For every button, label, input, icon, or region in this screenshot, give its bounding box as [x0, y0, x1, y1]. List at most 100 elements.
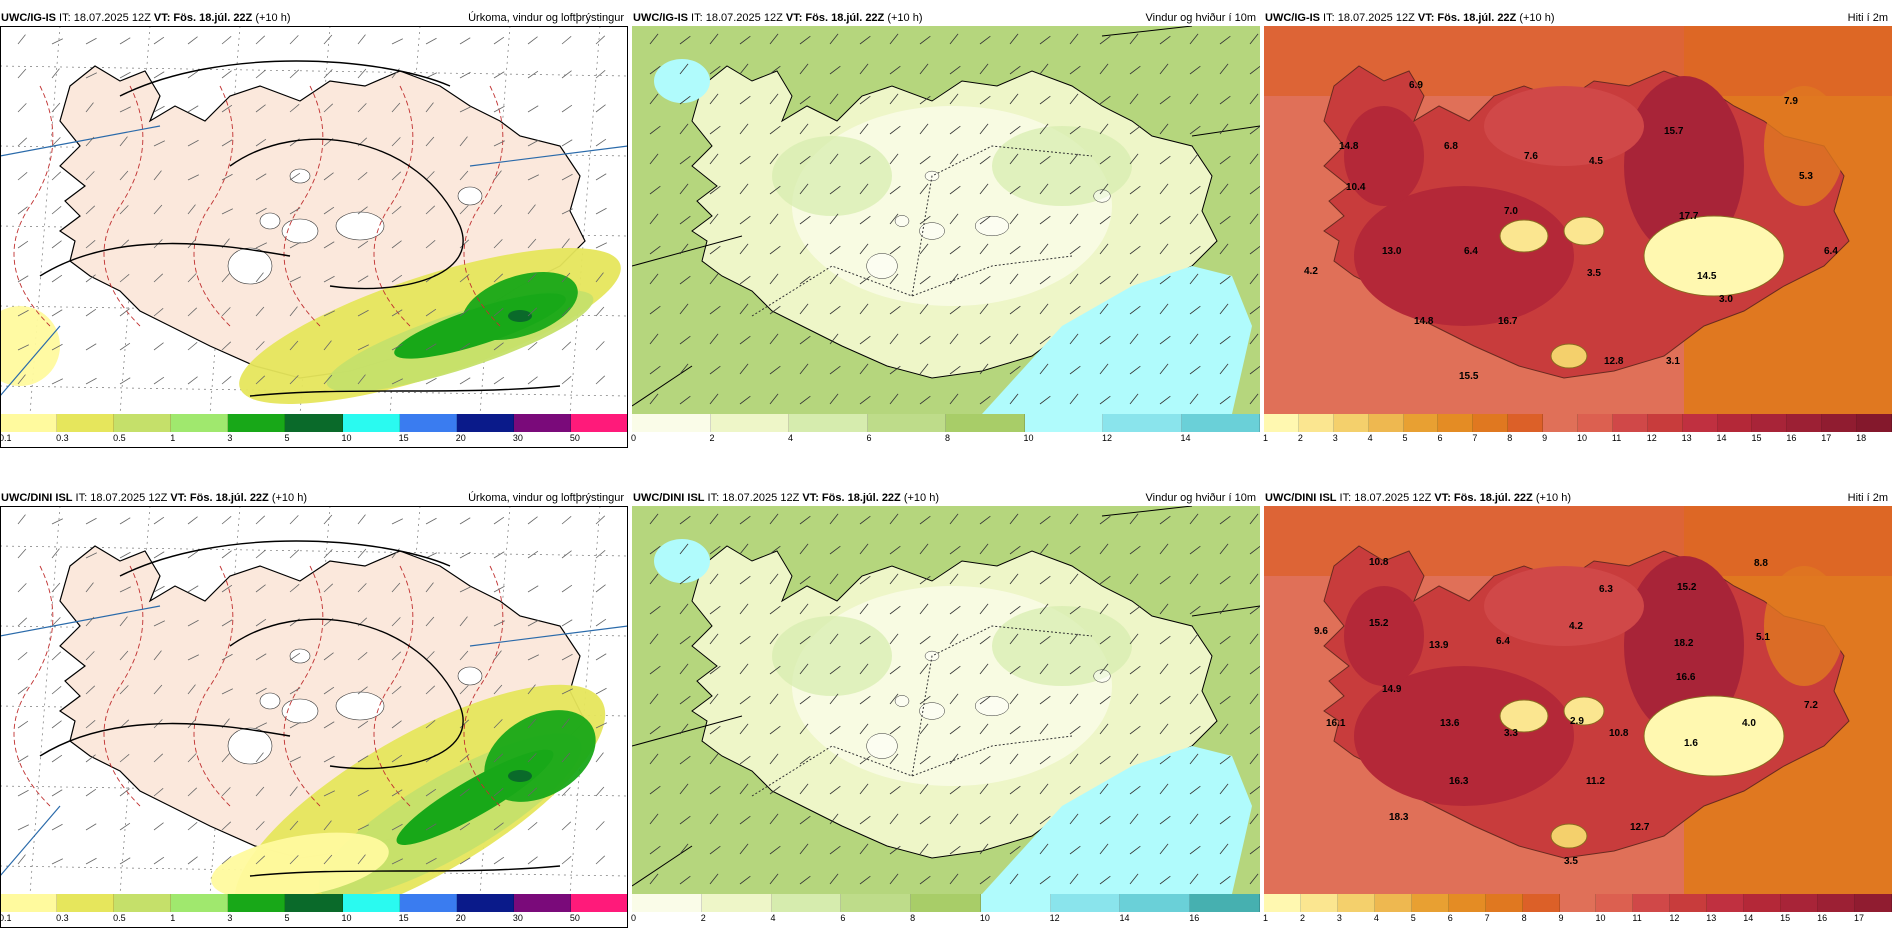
- color-legend: 0.1 0.3 0.5 1 3 5 10 15 20 30 50: [0, 894, 629, 928]
- temperature-label: 16.1: [1326, 718, 1346, 729]
- temperature-label: 10.8: [1369, 557, 1389, 568]
- legend-swatch: [0, 894, 58, 912]
- legend-swatch: [1103, 414, 1182, 432]
- legend-tick-label: 10: [341, 433, 352, 443]
- legend-tick-label: 50: [569, 433, 580, 443]
- legend-swatch: [1050, 894, 1121, 912]
- temperature-label: 11.2: [1586, 776, 1605, 787]
- temperature-label: 8.8: [1754, 558, 1768, 569]
- legend-swatch: [456, 894, 514, 912]
- legend-bar: [632, 894, 1261, 912]
- legend-swatch: [114, 894, 172, 912]
- legend-tick-label: 1: [1263, 913, 1269, 923]
- product-title: Hiti í 2m: [1847, 12, 1888, 24]
- temperature-label: 13.9: [1429, 640, 1449, 651]
- color-legend: 0 2 4 6 8 10 12 14: [631, 414, 1260, 448]
- legend-swatch: [946, 414, 1025, 432]
- color-legend: 1 2 3 4 5 6 7 8 9 10 11 12 13 14 15 16 17: [1263, 894, 1892, 928]
- legend-swatch: [1682, 414, 1718, 432]
- legend-swatch: [1024, 414, 1103, 432]
- legend-tick-label: 10: [979, 913, 990, 923]
- model-name: UWC/IG-IS: [1265, 12, 1320, 24]
- legend-swatch: [1298, 414, 1334, 432]
- legend-tick-label: 0.3: [56, 433, 69, 443]
- legend-tick-label: 17: [1821, 433, 1832, 443]
- legend-swatch: [1633, 894, 1671, 912]
- legend-swatch: [980, 894, 1051, 912]
- legend-swatch: [1374, 894, 1412, 912]
- legend-swatch: [1670, 894, 1708, 912]
- legend-ticks: 0.1 0.3 0.5 1 3 5 10 15 20 30 50: [0, 913, 628, 927]
- legend-swatch: [228, 894, 286, 912]
- temperature-label: 16.7: [1498, 316, 1518, 327]
- legend-tick-label: 0: [631, 433, 637, 443]
- temperature-map: [1264, 506, 1892, 894]
- temperature-label: 18.3: [1389, 812, 1409, 823]
- panel-run-info: UWC/DINI ISL IT: 18.07.2025 12Z VT: Fös.…: [1, 492, 307, 504]
- legend-tick-label: 10: [1595, 913, 1606, 923]
- model-name: UWC/DINI ISL: [1265, 492, 1337, 504]
- vt-label: VT: Fös. 18.júl. 22Z: [170, 492, 269, 504]
- color-legend: 1 2 3 4 5 6 7 8 9 10 11 12 13 14 15 16 17 18: [1263, 414, 1893, 448]
- legend-swatch: [1403, 414, 1439, 432]
- temperature-label: 9.6: [1314, 626, 1328, 637]
- temperature-label: 6.4: [1496, 636, 1510, 647]
- legend-tick-label: 2: [700, 913, 706, 923]
- legend-tick-label: 13: [1681, 433, 1692, 443]
- legend-tick-label: 17: [1854, 913, 1865, 923]
- legend-swatch: [171, 414, 229, 432]
- legend-tick-label: 10: [1023, 433, 1034, 443]
- legend-swatch: [228, 414, 286, 432]
- temperature-label: 5.1: [1756, 632, 1770, 643]
- legend-swatch: [57, 894, 115, 912]
- legend-swatch: [1707, 894, 1745, 912]
- legend-swatch: [1411, 894, 1449, 912]
- legend-swatch: [513, 894, 571, 912]
- temperature-label: 14.8: [1414, 316, 1434, 327]
- legend-swatch: [701, 894, 772, 912]
- legend-swatch: [399, 894, 457, 912]
- panel-header: UWC/IG-IS IT: 18.07.2025 12Z VT: Fös. 18…: [632, 10, 1260, 26]
- product-title: Úrkoma, vindur og loftþrýstingur: [468, 492, 624, 504]
- legend-swatch: [456, 414, 514, 432]
- legend-ticks: 1 2 3 4 5 6 7 8 9 10 11 12 13 14 15 16 17 18: [1263, 433, 1892, 447]
- temperature-label: 14.9: [1382, 684, 1402, 695]
- legend-tick-label: 4: [1373, 913, 1379, 923]
- legend-swatch: [789, 414, 868, 432]
- legend-swatch: [632, 894, 702, 912]
- legend-swatch: [399, 414, 457, 432]
- temperature-label: 17.7: [1679, 211, 1699, 222]
- legend-swatch: [1822, 414, 1858, 432]
- legend-swatch: [1717, 414, 1753, 432]
- legend-tick-label: 2: [1297, 433, 1303, 443]
- temperature-label: 15.5: [1459, 371, 1479, 382]
- legend-tick-label: 16: [1817, 913, 1828, 923]
- temperature-label: 13.0: [1382, 246, 1402, 257]
- panel-run-info: UWC/IG-IS IT: 18.07.2025 12Z VT: Fös. 18…: [1, 12, 291, 24]
- legend-tick-label: 30: [512, 913, 523, 923]
- legend-tick-label: 4: [788, 433, 794, 443]
- legend-tick-label: 50: [569, 913, 580, 923]
- legend-tick-label: 2: [1299, 913, 1305, 923]
- panel-header: UWC/DINI ISL IT: 18.07.2025 12Z VT: Fös.…: [632, 490, 1260, 506]
- legend-tick-label: 15: [398, 913, 409, 923]
- legend-tick-label: 5: [284, 433, 290, 443]
- legend-tick-label: 3: [1332, 433, 1338, 443]
- legend-tick-label: 2: [709, 433, 715, 443]
- legend-swatch: [1818, 894, 1855, 912]
- legend-swatch: [1744, 894, 1782, 912]
- legend-tick-label: 0.5: [113, 433, 126, 443]
- legend-tick-label: 6: [1437, 433, 1443, 443]
- legend-bar: [1264, 414, 1893, 432]
- panel-run-info: UWC/IG-IS IT: 18.07.2025 12Z VT: Fös. 18…: [1265, 12, 1555, 24]
- panel-header: UWC/DINI ISL IT: 18.07.2025 12Z VT: Fös.…: [1264, 490, 1892, 506]
- product-title: Vindur og hviður í 10m: [1145, 492, 1256, 504]
- color-legend: 0 2 4 6 8 10 12 14 16: [631, 894, 1261, 928]
- legend-swatch: [285, 414, 343, 432]
- legend-swatch: [114, 414, 172, 432]
- panel-header: UWC/IG-IS IT: 18.07.2025 12Z VT: Fös. 18…: [1264, 10, 1892, 26]
- legend-swatch: [1181, 414, 1260, 432]
- legend-tick-label: 9: [1558, 913, 1564, 923]
- temperature-label: 7.0: [1504, 206, 1518, 217]
- legend-ticks: 0.1 0.3 0.5 1 3 5 10 15 20 30 50: [0, 433, 628, 447]
